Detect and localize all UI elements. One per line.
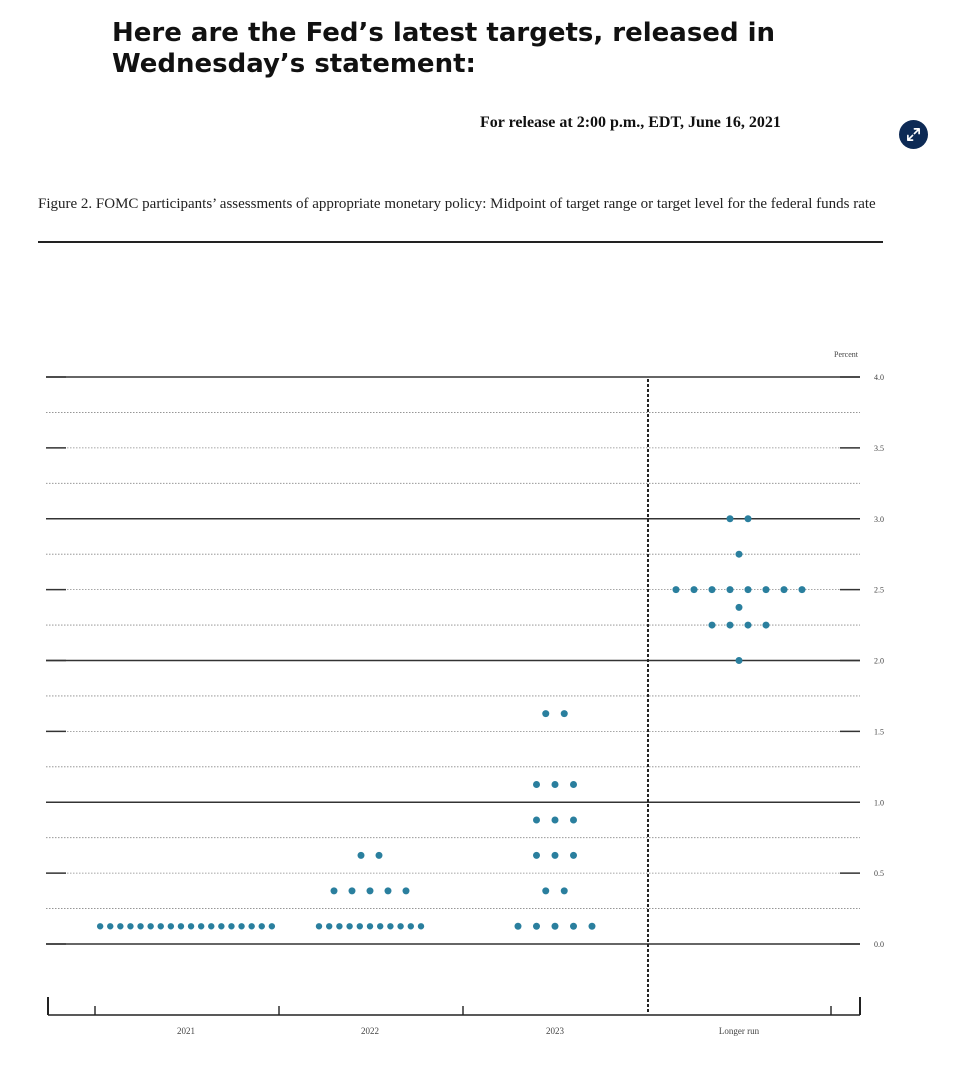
dot-point <box>533 816 540 824</box>
dot-point <box>762 621 770 629</box>
dot-point <box>315 923 323 930</box>
dot-point <box>407 923 414 930</box>
dot-point <box>348 887 356 895</box>
dot-point <box>744 586 752 594</box>
dot-point <box>326 923 333 930</box>
dot-point <box>588 922 596 930</box>
dot-point <box>708 586 716 594</box>
dot-point <box>551 851 559 859</box>
dot-point <box>402 887 410 895</box>
dot-point <box>560 887 568 895</box>
dot-point <box>672 586 680 594</box>
dot-point <box>726 515 734 523</box>
dot-point <box>197 923 205 930</box>
dot-point <box>570 781 577 789</box>
dot-point <box>533 851 540 859</box>
y-tick-label: 1.5 <box>874 727 884 736</box>
dot-point <box>330 887 338 895</box>
expand-arrows-icon <box>907 128 920 141</box>
dot-point <box>357 851 365 859</box>
x-tick-label: 2021 <box>177 1026 195 1036</box>
release-line: For release at 2:00 p.m., EDT, June 16, … <box>480 114 781 131</box>
dot-point <box>336 923 343 930</box>
dot-point <box>542 887 550 895</box>
dot-point <box>690 586 698 594</box>
grid-layer <box>46 376 860 945</box>
dot-point <box>137 923 144 930</box>
dot-point <box>735 603 743 611</box>
dot-point <box>117 923 124 930</box>
dot-point <box>551 922 559 930</box>
axis-layer: 0.0 0.5 1.0 1.5 2.0 2.5 3.0 3.5 4.0 Percent 2021 20… <box>47 350 884 1036</box>
y-tick-label: 3.5 <box>874 444 884 453</box>
dot-point <box>375 851 383 859</box>
y-tick-label: 2.5 <box>874 586 884 595</box>
dot-point <box>356 923 363 930</box>
dot-point <box>551 781 559 789</box>
dot-point <box>157 923 164 930</box>
y-tick-label: 4.0 <box>874 373 884 382</box>
y-tick-label: 3.0 <box>874 515 884 524</box>
x-tick-label: 2023 <box>546 1026 565 1036</box>
dot-point <box>570 816 577 824</box>
dot-point <box>735 550 743 558</box>
dot-point <box>542 710 550 718</box>
dot-point <box>570 851 577 859</box>
caption-rule <box>38 241 883 243</box>
dot-point <box>780 586 788 594</box>
dot-point <box>228 923 235 930</box>
dot-point <box>798 586 806 594</box>
dot-point <box>147 923 154 930</box>
dot-point <box>708 621 716 629</box>
dot-point <box>127 923 134 930</box>
dot-point <box>744 515 752 523</box>
dot-point <box>366 923 374 930</box>
dot-point <box>726 621 734 629</box>
dot-point <box>187 923 195 930</box>
dot-point <box>387 923 394 930</box>
dot-layer <box>96 515 806 930</box>
headline: Here are the Fed’s latest targets, relea… <box>112 18 776 79</box>
dot-point <box>570 922 577 930</box>
dot-point <box>533 781 540 789</box>
dot-point <box>397 923 404 930</box>
dot-point <box>762 586 770 594</box>
dot-point <box>384 887 392 895</box>
dot-point <box>560 710 568 718</box>
dot-point <box>735 657 743 664</box>
dot-point <box>238 923 245 930</box>
x-tick-label: 2022 <box>361 1026 379 1036</box>
dot-point <box>218 923 225 930</box>
expand-image-button[interactable] <box>899 120 928 149</box>
y-tick-label: 0.0 <box>874 940 884 949</box>
y-tick-label: 1.0 <box>874 798 884 807</box>
y-tick-label: 2.0 <box>874 657 884 666</box>
dot-point <box>514 922 522 930</box>
dot-point <box>268 923 276 930</box>
dot-point <box>208 923 215 930</box>
dot-point <box>177 923 185 930</box>
dot-point <box>167 923 175 930</box>
dot-point <box>744 621 752 629</box>
dot-point <box>107 923 114 930</box>
dot-point <box>551 816 559 824</box>
y-tick-label: 0.5 <box>874 869 884 878</box>
y-axis-label: Percent <box>834 350 859 359</box>
dot-point <box>248 923 255 930</box>
dot-point <box>533 922 540 930</box>
dot-point <box>377 923 384 930</box>
dot-point <box>258 923 265 930</box>
x-tick-label: Longer run <box>719 1026 760 1036</box>
dot-point <box>417 923 425 930</box>
dot-point <box>96 923 104 930</box>
dot-point <box>346 923 353 930</box>
dot-point <box>726 586 734 594</box>
dot-point <box>366 887 374 895</box>
figure-caption: Figure 2. FOMC participants’ assessments… <box>38 196 876 212</box>
